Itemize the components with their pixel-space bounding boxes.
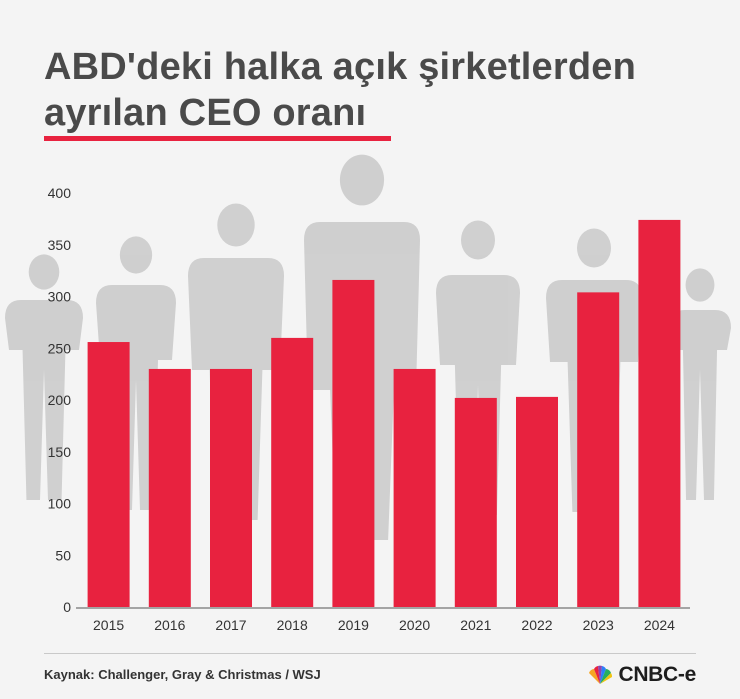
x-tick-label: 2017 — [215, 617, 246, 633]
y-tick-label: 250 — [48, 340, 72, 356]
bar — [148, 368, 191, 607]
peacock-icon — [589, 665, 613, 684]
bars — [87, 219, 681, 607]
title-line-2: ayrılan CEO oranı — [44, 92, 367, 134]
x-tick-label: 2019 — [338, 617, 369, 633]
bar — [577, 292, 620, 607]
bar — [454, 397, 497, 607]
x-tick-label: 2020 — [399, 617, 430, 633]
bar — [87, 342, 130, 607]
y-tick-label: 400 — [48, 185, 72, 201]
bar — [332, 279, 375, 607]
bar — [210, 368, 252, 607]
cnbc-e-logo: CNBC-e — [585, 663, 696, 687]
chart-title: ABD'deki halka açık şirketlerden ayrılan… — [44, 44, 724, 141]
person-silhouette — [5, 254, 83, 500]
footer-divider — [44, 653, 696, 654]
y-tick-label: 350 — [48, 237, 72, 253]
title-underline — [44, 136, 391, 141]
x-tick-label: 2021 — [460, 617, 491, 633]
title-line-1: ABD'deki halka açık şirketlerden — [44, 46, 637, 88]
y-tick-label: 100 — [48, 496, 72, 512]
source-note: Kaynak: Challenger, Gray & Christmas / W… — [44, 667, 321, 682]
x-tick-label: 2018 — [277, 617, 308, 633]
bar — [393, 368, 436, 607]
bar — [516, 396, 558, 607]
x-tick-label: 2022 — [521, 617, 552, 633]
x-tick-label: 2016 — [154, 617, 185, 633]
y-tick-label: 300 — [48, 289, 72, 305]
bar — [271, 337, 314, 607]
x-axis-ticks: 2015 2016 2017 2018 2019 2020 2021 2022 2023 2024 — [93, 617, 675, 633]
person-silhouette — [436, 220, 520, 515]
person-silhouette — [96, 236, 176, 510]
person-silhouette — [669, 268, 731, 500]
y-tick-label: 0 — [63, 599, 71, 615]
x-tick-label: 2024 — [644, 617, 675, 633]
y-tick-label: 150 — [48, 444, 72, 460]
bar — [638, 219, 681, 607]
y-tick-label: 200 — [48, 392, 72, 408]
x-tick-label: 2023 — [583, 617, 614, 633]
logo-text: CNBC-e — [618, 663, 696, 686]
x-tick-label: 2015 — [93, 617, 124, 633]
y-axis-ticks: 0 50 100 150 200 250 300 350 400 — [48, 185, 72, 615]
y-tick-label: 50 — [55, 547, 71, 563]
